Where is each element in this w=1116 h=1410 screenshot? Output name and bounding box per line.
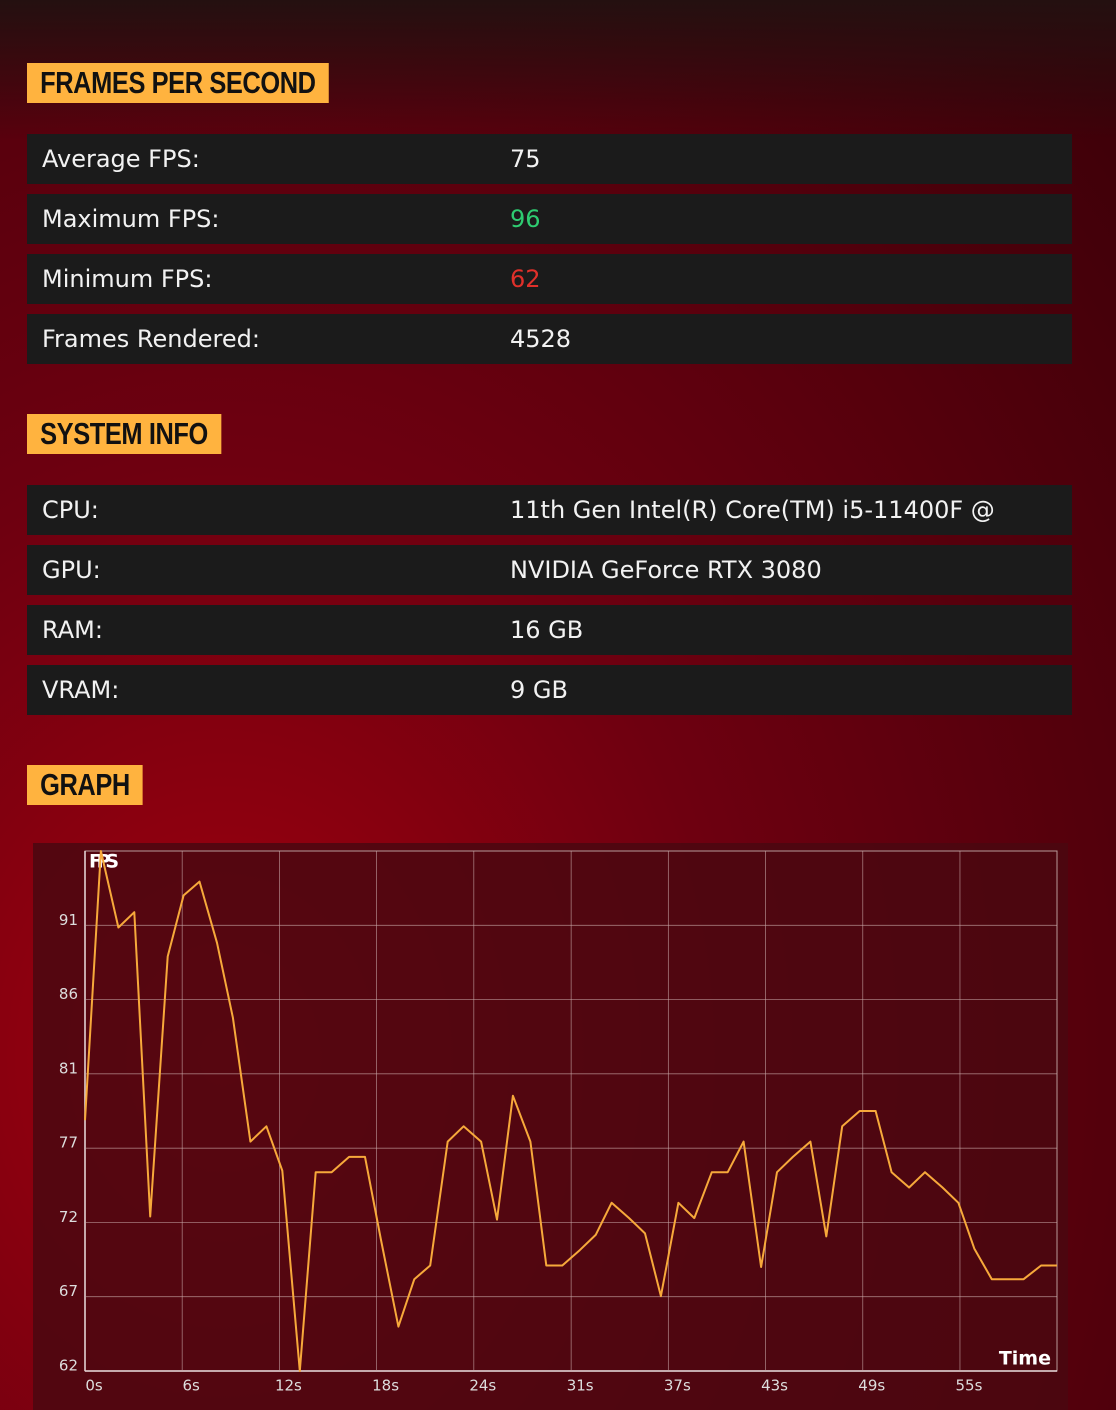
row-value: 4528 xyxy=(510,325,572,353)
y-tick-label: 81 xyxy=(59,1059,78,1077)
row-value: 16 GB xyxy=(510,616,584,644)
table-row: Maximum FPS: 96 xyxy=(27,194,1072,244)
row-value: 9 GB xyxy=(510,676,568,704)
x-tick-label: 55s xyxy=(956,1377,983,1395)
x-tick-label: 0s xyxy=(85,1377,103,1395)
row-value: 11th Gen Intel(R) Core(TM) i5-11400F @ xyxy=(510,496,995,524)
x-tick-label: 37s xyxy=(664,1377,691,1395)
table-row: GPU: NVIDIA GeForce RTX 3080 xyxy=(27,545,1072,595)
system-table: CPU: 11th Gen Intel(R) Core(TM) i5-11400F… xyxy=(27,485,1072,725)
x-tick-label: 43s xyxy=(761,1377,788,1395)
row-label: VRAM: xyxy=(42,676,120,704)
row-label: Maximum FPS: xyxy=(42,205,220,233)
x-tick-label: 31s xyxy=(567,1377,594,1395)
row-value: 75 xyxy=(510,145,541,173)
table-row: Minimum FPS: 62 xyxy=(27,254,1072,304)
row-value: NVIDIA GeForce RTX 3080 xyxy=(510,556,822,584)
x-tick-label: 24s xyxy=(469,1377,496,1395)
x-tick-label: 12s xyxy=(275,1377,302,1395)
row-label: RAM: xyxy=(42,616,103,644)
table-row: RAM: 16 GB xyxy=(27,605,1072,655)
x-tick-label: 18s xyxy=(372,1377,399,1395)
section-title: SYSTEM INFO xyxy=(27,414,222,454)
x-axis-label: Time xyxy=(999,1348,1051,1370)
table-row: Average FPS: 75 xyxy=(27,134,1072,184)
x-tick-label: 49s xyxy=(858,1377,885,1395)
row-value: 96 xyxy=(510,205,541,233)
y-tick-label: 67 xyxy=(59,1282,78,1300)
y-tick-label: 77 xyxy=(59,1134,78,1152)
row-label: CPU: xyxy=(42,496,99,524)
row-label: GPU: xyxy=(42,556,101,584)
section-title: GRAPH xyxy=(27,765,143,805)
table-row: Frames Rendered: 4528 xyxy=(27,314,1072,364)
table-row: VRAM: 9 GB xyxy=(27,665,1072,715)
y-tick-label: 62 xyxy=(59,1357,78,1375)
chart-panel xyxy=(33,843,1068,1410)
row-value: 62 xyxy=(510,265,541,293)
fps-line xyxy=(84,850,1057,1372)
row-label: Minimum FPS: xyxy=(42,265,213,293)
row-label: Frames Rendered: xyxy=(42,325,260,353)
fps-table: Average FPS: 75 Maximum FPS: 96 Minimum FP… xyxy=(27,134,1072,374)
x-tick-label: 6s xyxy=(183,1377,201,1395)
y-tick-label: 72 xyxy=(59,1208,78,1226)
y-tick-label: 86 xyxy=(59,985,78,1003)
table-row: CPU: 11th Gen Intel(R) Core(TM) i5-11400F… xyxy=(27,485,1072,535)
row-label: Average FPS: xyxy=(42,145,200,173)
y-tick-label: 91 xyxy=(59,911,78,929)
section-title: FRAMES PER SECOND xyxy=(27,63,329,103)
